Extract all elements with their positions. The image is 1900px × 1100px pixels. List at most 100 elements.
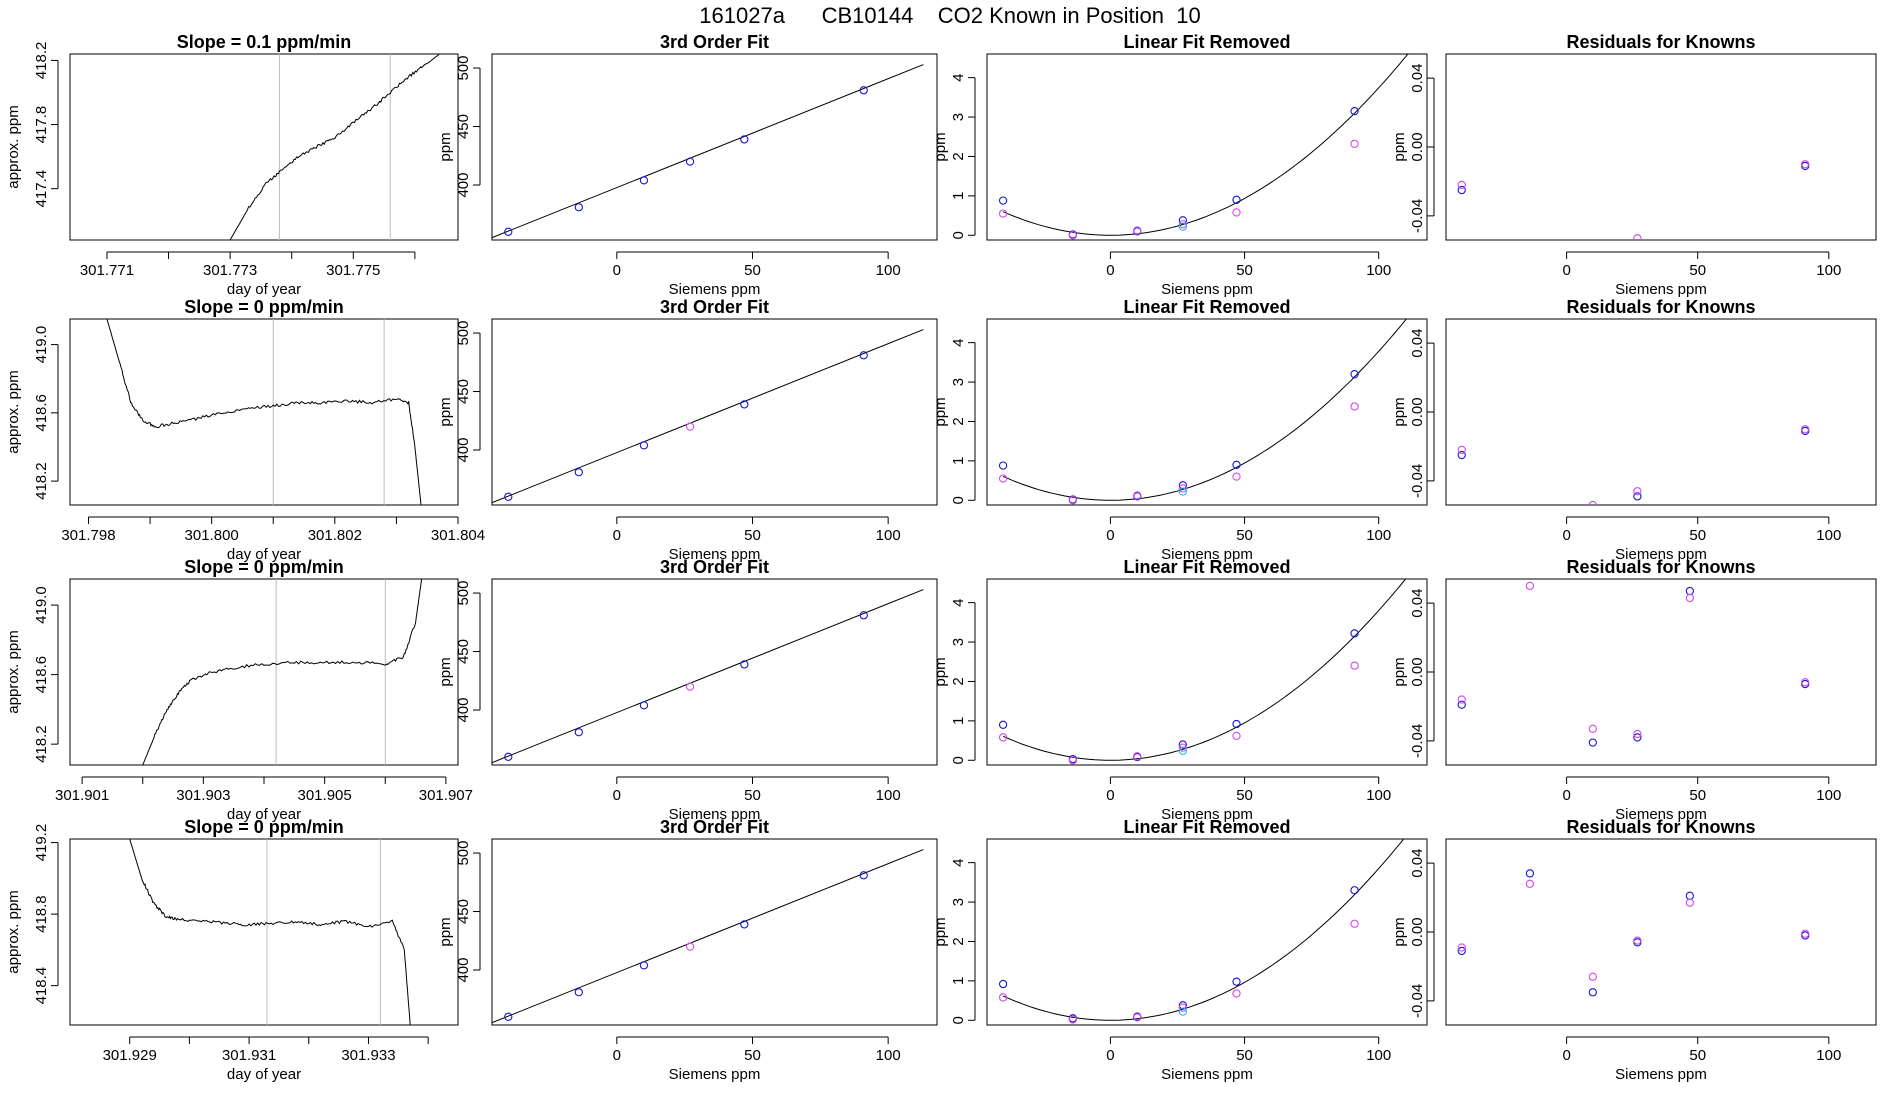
plot-area — [1457, 160, 1810, 240]
y-tick-label: 0 — [950, 231, 967, 239]
data-point — [1350, 919, 1359, 928]
y-tick-label: 418.2 — [33, 462, 50, 500]
fit-line — [492, 589, 924, 764]
plot-frame — [69, 838, 459, 1026]
y-tick-label: 0 — [950, 1016, 967, 1024]
panel-title: 3rd Order Fit — [660, 557, 769, 577]
y-tick-label: 400 — [455, 958, 472, 983]
x-axis-label: Siemens ppm — [1161, 281, 1253, 298]
x-tick-label: 301.775 — [326, 262, 380, 279]
y-tick-label: 1 — [950, 717, 967, 725]
x-tick-label: 50 — [744, 527, 761, 544]
data-point — [1457, 943, 1466, 952]
y-tick-label: 400 — [455, 173, 472, 198]
data-point — [1232, 460, 1241, 469]
data-point — [1178, 222, 1188, 231]
data-point — [1801, 425, 1810, 434]
data-point — [1178, 1007, 1188, 1016]
panel-r0c3: Residuals for Knowns 0 50 100 Siemens ppm -0.… — [1391, 32, 1877, 298]
y-tick-label: -0.04 — [1409, 984, 1426, 1018]
panel-r1c0: Slope = 0 ppm/min 301.798 301.800 301.802 30… — [5, 297, 485, 563]
data-point — [685, 422, 695, 431]
data-point — [1457, 445, 1466, 455]
data-point — [998, 196, 1008, 205]
panel-title: Slope = 0 ppm/min — [184, 297, 344, 317]
data-point — [1068, 496, 1078, 505]
data-point — [1178, 216, 1188, 225]
x-tick-label: 301.800 — [185, 527, 239, 544]
data-point — [1685, 891, 1694, 900]
y-tick-label: 418.6 — [33, 656, 50, 694]
panel-r2c1: 3rd Order Fit 0 50 100 Siemens ppm 400 450 500 p… — [437, 557, 938, 823]
x-tick-label: 50 — [1689, 262, 1706, 279]
fit-line — [492, 849, 924, 1024]
panel-r2c2: Linear Fit Removed 0 50 100 Siemens ppm 0 1 2 3 4… — [932, 557, 1428, 823]
x-tick-label: 301.905 — [298, 787, 352, 804]
plot-frame — [986, 578, 1428, 766]
data-trace — [229, 54, 440, 240]
fit-curve — [1002, 839, 1405, 1021]
y-tick-label: -0.04 — [1409, 199, 1426, 233]
data-point — [1588, 500, 1597, 505]
y-tick-label: 500 — [455, 56, 472, 81]
data-point — [1133, 226, 1142, 235]
x-axis-label: day of year — [227, 806, 301, 823]
y-tick-label: 0.04 — [1409, 849, 1426, 878]
y-axis-label: approx. ppm — [5, 890, 22, 973]
data-point — [1178, 1001, 1188, 1010]
data-point — [1178, 1003, 1188, 1012]
data-point — [1633, 729, 1642, 739]
data-point — [740, 660, 749, 669]
plot-area — [492, 64, 924, 239]
data-point — [1457, 180, 1466, 190]
panel-title: Slope = 0 ppm/min — [184, 557, 344, 577]
panel-r2c0: Slope = 0 ppm/min 301.901 301.903 301.905 30… — [5, 557, 473, 823]
y-tick-label: 500 — [455, 581, 472, 606]
data-point — [1685, 586, 1694, 596]
panel-r0c2: Linear Fit Removed 0 50 100 Siemens ppm 0 1 2 3 4… — [932, 32, 1428, 298]
data-point — [998, 461, 1008, 470]
x-tick-label: 100 — [1816, 1047, 1841, 1064]
y-tick-label: 4 — [950, 338, 967, 346]
data-point — [1350, 370, 1359, 379]
fit-line — [492, 64, 924, 239]
panel-title: Slope = 0.1 ppm/min — [177, 32, 352, 52]
x-axis-label: Siemens ppm — [669, 806, 761, 823]
plot-frame — [1445, 318, 1877, 506]
y-tick-label: 4 — [950, 598, 967, 606]
y-tick-label: 450 — [455, 639, 472, 664]
y-tick-label: 0.00 — [1409, 917, 1426, 946]
plot-frame — [986, 838, 1428, 1026]
y-tick-label: 2 — [950, 417, 967, 425]
y-tick-label: 0.04 — [1409, 64, 1426, 93]
data-point — [1801, 160, 1810, 169]
data-point — [859, 86, 868, 95]
x-tick-label: 0 — [613, 787, 621, 804]
data-point — [998, 979, 1008, 989]
y-axis-label: ppm — [437, 657, 454, 686]
y-tick-label: -0.04 — [1409, 724, 1426, 758]
panel-title: Residuals for Knowns — [1566, 817, 1755, 837]
y-axis-label: ppm — [437, 917, 454, 946]
data-point — [574, 468, 583, 477]
plot-frame — [69, 53, 459, 241]
x-tick-label: 0 — [613, 527, 621, 544]
data-point — [998, 720, 1008, 729]
y-tick-label: 450 — [455, 379, 472, 404]
data-point — [1588, 972, 1597, 981]
data-point — [1801, 678, 1810, 687]
plot-frame — [1445, 53, 1877, 241]
y-tick-label: 2 — [950, 937, 967, 945]
data-point — [1633, 487, 1642, 496]
x-tick-label: 301.771 — [80, 262, 134, 279]
x-tick-label: 50 — [1689, 1047, 1706, 1064]
data-point — [1588, 988, 1597, 997]
plot-frame — [69, 318, 459, 506]
data-point — [1232, 719, 1241, 729]
x-tick-label: 301.901 — [55, 787, 109, 804]
data-point — [1525, 581, 1535, 591]
y-tick-label: 400 — [455, 698, 472, 723]
x-tick-label: 100 — [876, 262, 901, 279]
data-point — [740, 400, 749, 409]
data-point — [1457, 946, 1466, 956]
